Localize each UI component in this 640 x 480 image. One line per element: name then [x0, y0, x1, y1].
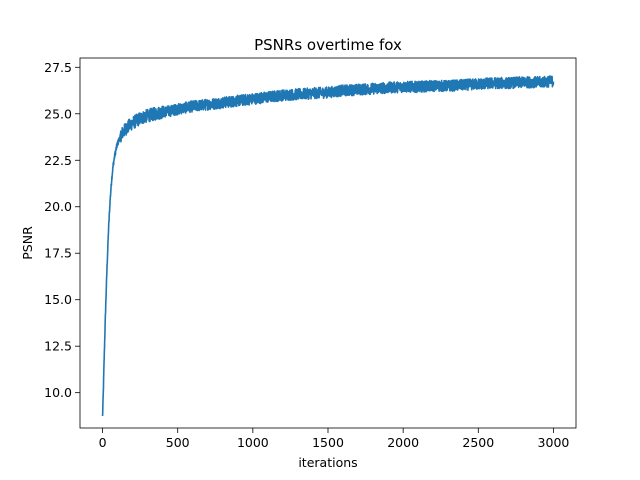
y-tick-label: 15.0 [44, 292, 72, 307]
x-tick-label: 0 [99, 435, 107, 450]
x-tick-label: 2000 [387, 435, 419, 450]
y-tick-label: 10.0 [44, 385, 72, 400]
y-tick-label: 25.0 [44, 106, 72, 121]
x-tick-label: 1500 [312, 435, 344, 450]
chart-title: PSNRs overtime fox [254, 36, 402, 54]
x-tick-label: 3000 [538, 435, 570, 450]
y-tick-label: 22.5 [44, 153, 72, 168]
y-axis: 10.0 12.5 15.0 17.5 20.0 22.5 25.0 27.5 [44, 60, 80, 400]
x-tick-label: 500 [166, 435, 190, 450]
y-axis-label: PSNR [20, 226, 35, 260]
plot-area [101, 75, 555, 417]
x-tick-label: 2500 [462, 435, 494, 450]
x-axis-label: iterations [298, 455, 357, 470]
series-line [101, 75, 555, 417]
y-tick-label: 17.5 [44, 246, 72, 261]
y-tick-label: 12.5 [44, 339, 72, 354]
y-tick-label: 27.5 [44, 60, 72, 75]
y-tick-label: 20.0 [44, 199, 72, 214]
x-tick-label: 1000 [237, 435, 269, 450]
plot-frame [79, 57, 577, 429]
x-axis: 0 500 1000 1500 2000 2500 3000 [99, 428, 570, 450]
